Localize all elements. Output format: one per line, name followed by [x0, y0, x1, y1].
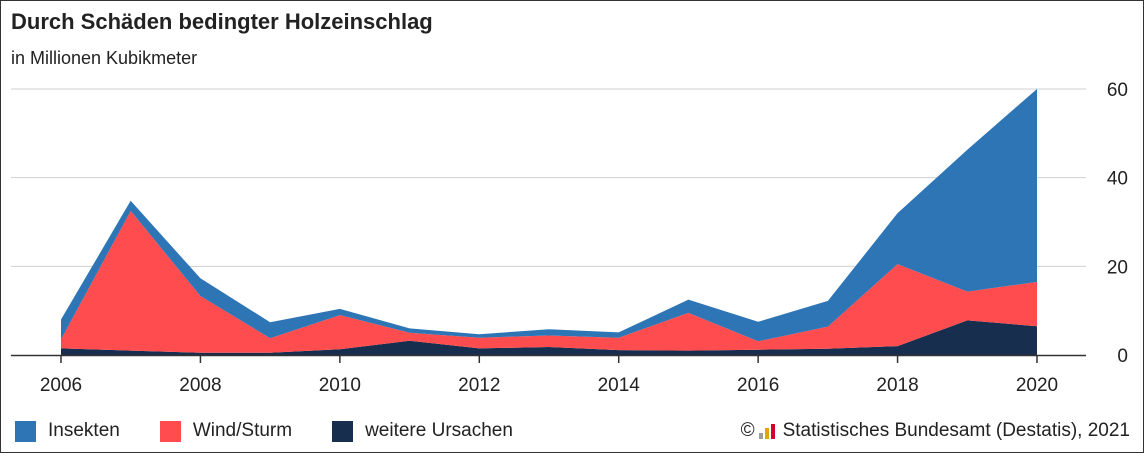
- y-tick-label-0: 0: [1117, 346, 1128, 367]
- x-tick-label-2008: 2008: [179, 375, 221, 396]
- chart-subtitle: in Millionen Kubikmeter: [11, 48, 198, 68]
- x-tick-label-2018: 2018: [876, 375, 918, 396]
- source-credit: © Statistisches Bundesamt (Destatis), 20…: [741, 420, 1130, 442]
- y-tick-label-60: 60: [1107, 80, 1128, 101]
- legend-label-insekten: Insekten: [48, 420, 120, 441]
- copyright-symbol: ©: [740, 420, 755, 441]
- legend-item-wind-sturm: Wind/Sturm: [159, 420, 293, 442]
- x-tick-label-2016: 2016: [737, 375, 779, 396]
- legend-swatch-weitere-ursachen: [332, 420, 354, 442]
- x-tick-label-2020: 2020: [1016, 375, 1058, 396]
- y-tick-label-40: 40: [1107, 169, 1128, 190]
- legend: Insekten Wind/Sturm weitere Ursachen: [15, 420, 553, 442]
- area-series-weitere-ursachen: [61, 320, 1037, 355]
- legend-item-weitere-ursachen: weitere Ursachen: [332, 420, 513, 442]
- legend-item-insekten: Insekten: [15, 420, 120, 442]
- legend-label-wind-sturm: Wind/Sturm: [192, 420, 293, 441]
- destatis-logo-icon: [758, 423, 777, 439]
- legend-label-weitere-ursachen: weitere Ursachen: [365, 420, 513, 441]
- legend-swatch-insekten: [15, 420, 36, 442]
- x-tick-label-2010: 2010: [319, 375, 361, 396]
- x-tick-label-2014: 2014: [598, 375, 641, 396]
- legend-swatch-wind-sturm: [159, 420, 181, 442]
- y-tick-label-20: 20: [1107, 257, 1128, 278]
- chart-title: Durch Schäden bedingter Holzeinschlag: [11, 9, 433, 34]
- area-series-wind-sturm: [61, 210, 1037, 353]
- source-text: Statistisches Bundesamt (Destatis), 2021: [782, 420, 1130, 441]
- x-tick-label-2012: 2012: [458, 375, 500, 396]
- x-tick-label-2006: 2006: [40, 375, 82, 396]
